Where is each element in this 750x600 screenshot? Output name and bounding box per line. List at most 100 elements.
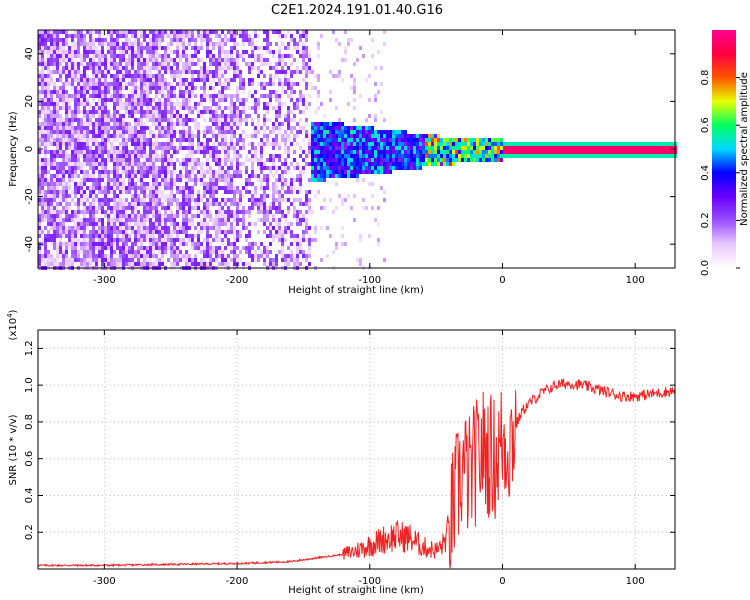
spectrogram-cell bbox=[77, 258, 80, 262]
spectrogram-cell bbox=[203, 86, 206, 90]
spectrogram-cell bbox=[596, 150, 599, 154]
spectrogram-cell bbox=[152, 254, 155, 258]
spectrogram-cell bbox=[173, 242, 176, 246]
spectrogram-cell bbox=[329, 166, 332, 170]
spectrogram-cell bbox=[83, 138, 86, 142]
spectrogram-cell bbox=[281, 54, 284, 58]
spectrogram-cell bbox=[497, 150, 500, 154]
spectrogram-cell bbox=[110, 54, 113, 58]
spectrogram-cell bbox=[101, 218, 104, 222]
spectrogram-cell bbox=[89, 106, 92, 110]
spectrogram-cell bbox=[326, 122, 329, 126]
spectrogram-cell bbox=[137, 162, 140, 166]
spectrogram-cell bbox=[59, 130, 62, 134]
spectrogram-cell bbox=[128, 130, 131, 134]
spectrogram-cell bbox=[95, 90, 98, 94]
spectrogram-cell bbox=[419, 142, 422, 146]
spectrogram-cell bbox=[236, 214, 239, 218]
spectrogram-cell bbox=[335, 142, 338, 146]
spectrogram-cell bbox=[254, 102, 257, 106]
spectrogram-cell bbox=[278, 34, 281, 38]
spectrogram-cell bbox=[149, 114, 152, 118]
spectrogram-cell bbox=[257, 210, 260, 214]
spectrogram-cell bbox=[119, 230, 122, 234]
spectrogram-cell bbox=[146, 114, 149, 118]
spectrogram-cell bbox=[83, 262, 86, 266]
spectrogram-cell bbox=[332, 74, 335, 78]
spectrogram-cell bbox=[224, 214, 227, 218]
spectrogram-cell bbox=[113, 206, 116, 210]
spectrogram-cell bbox=[149, 106, 152, 110]
spectrogram-cell bbox=[53, 162, 56, 166]
spectrogram-cell bbox=[155, 190, 158, 194]
spectrogram-cell bbox=[554, 146, 557, 150]
spectrogram-cell bbox=[296, 30, 299, 34]
spectrogram-cell bbox=[149, 206, 152, 210]
spectrogram-cell bbox=[98, 130, 101, 134]
spectrogram-cell bbox=[236, 118, 239, 122]
spectrogram-cell bbox=[239, 122, 242, 126]
spectrogram-cell bbox=[539, 154, 542, 158]
spectrogram-cell bbox=[179, 142, 182, 146]
spectrogram-cell bbox=[401, 150, 404, 154]
spectrogram-cell bbox=[248, 178, 251, 182]
spectrogram-cell bbox=[80, 102, 83, 106]
spectrogram-cell bbox=[80, 262, 83, 266]
spectrogram-cell bbox=[227, 214, 230, 218]
spectrogram-cell bbox=[125, 262, 128, 266]
spectrogram-cell bbox=[368, 114, 371, 118]
spectrogram-cell bbox=[110, 142, 113, 146]
spectrogram-cell bbox=[188, 222, 191, 226]
spectrogram-cell bbox=[635, 150, 638, 154]
spectrogram-cell bbox=[305, 154, 308, 158]
spectrogram-cell bbox=[338, 150, 341, 154]
spectrogram-cell bbox=[167, 166, 170, 170]
spectrogram-cell bbox=[197, 134, 200, 138]
spectrogram-cell bbox=[44, 102, 47, 106]
spectrogram-cell bbox=[311, 138, 314, 142]
spectrogram-cell bbox=[140, 258, 143, 262]
spectrogram-cell bbox=[107, 262, 110, 266]
spectrogram-cell bbox=[563, 142, 566, 146]
spectrogram-cell bbox=[86, 246, 89, 250]
spectrogram-cell bbox=[182, 78, 185, 82]
spectrogram-cell bbox=[38, 70, 41, 74]
spectrogram-cell bbox=[176, 110, 179, 114]
spectrogram-cell bbox=[587, 146, 590, 150]
spectrogram-cell bbox=[167, 158, 170, 162]
spectrogram-cell bbox=[113, 98, 116, 102]
spectrogram-cell bbox=[44, 130, 47, 134]
spectrogram-cell bbox=[146, 194, 149, 198]
spectrogram-cell bbox=[275, 62, 278, 66]
spectrogram-cell bbox=[413, 138, 416, 142]
spectrogram-cell bbox=[236, 170, 239, 174]
spectrogram-cell bbox=[203, 130, 206, 134]
spectrogram-cell bbox=[134, 34, 137, 38]
spectrogram-cell bbox=[284, 178, 287, 182]
spectrogram-cell bbox=[263, 162, 266, 166]
spectrogram-cell bbox=[488, 138, 491, 142]
spectrogram-cell bbox=[443, 158, 446, 162]
spectrogram-cell bbox=[215, 94, 218, 98]
spectrogram-cell bbox=[62, 198, 65, 202]
spectrogram-cell bbox=[284, 74, 287, 78]
spectrogram-cell bbox=[389, 166, 392, 170]
spectrogram-cell bbox=[83, 38, 86, 42]
spectrogram-cell bbox=[95, 46, 98, 50]
spectrogram-cell bbox=[401, 158, 404, 162]
spectrogram-cell bbox=[233, 46, 236, 50]
spectrogram-cell bbox=[206, 170, 209, 174]
spectrogram-cell bbox=[164, 222, 167, 226]
spectrogram-cell bbox=[68, 46, 71, 50]
spectrogram-cell bbox=[167, 170, 170, 174]
spectrogram-cell bbox=[119, 58, 122, 62]
spectrogram-cell bbox=[245, 50, 248, 54]
spectrogram-cell bbox=[152, 50, 155, 54]
spectrogram-cell bbox=[341, 198, 344, 202]
spectrogram-cell bbox=[203, 106, 206, 110]
spectrogram-cell bbox=[248, 182, 251, 186]
spectrogram-cell bbox=[89, 258, 92, 262]
spectrogram-cell bbox=[53, 62, 56, 66]
spectrogram-cell bbox=[179, 146, 182, 150]
spectrogram-cell bbox=[494, 146, 497, 150]
